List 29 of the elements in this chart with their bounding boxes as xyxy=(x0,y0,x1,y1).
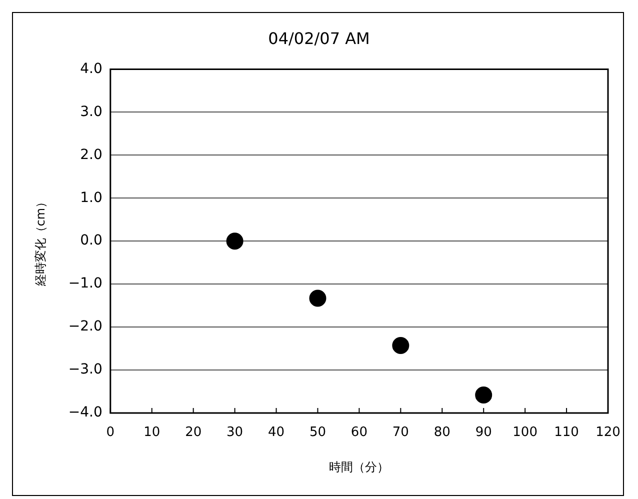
x-tick-label: 120 xyxy=(596,425,620,440)
y-tick-label: 0.0 xyxy=(80,232,102,249)
point xyxy=(226,232,244,250)
x-tick-label: 50 xyxy=(309,425,326,440)
x-tick-label: 40 xyxy=(268,425,285,440)
x-tick-label: 30 xyxy=(226,425,244,440)
point xyxy=(392,337,410,354)
x-tick-label: 110 xyxy=(554,425,579,440)
point xyxy=(475,386,492,404)
y-tick-label: 3.0 xyxy=(80,104,102,120)
x-tick-label: 10 xyxy=(144,425,160,440)
y-tick-label: 2.0 xyxy=(80,146,102,163)
x-tick-label: 20 xyxy=(185,425,202,440)
y-tick-label: 4.0 xyxy=(80,60,102,77)
x-axis-title: 時間（分） xyxy=(329,460,390,474)
x-tick-label: 0 xyxy=(106,425,115,440)
y-tick-label: −3.0 xyxy=(68,362,102,378)
point xyxy=(309,290,326,307)
x-tick-label: 60 xyxy=(350,425,368,440)
y-axis-title: 経時変化（cm） xyxy=(33,196,48,288)
x-tick-label: 90 xyxy=(475,425,492,440)
y-tick-label: −2.0 xyxy=(68,318,102,335)
x-tick-label: 100 xyxy=(512,425,538,440)
x-tick-label: 80 xyxy=(434,425,450,440)
x-tick-label: 70 xyxy=(392,425,409,440)
y-tick-label: 1.0 xyxy=(80,190,102,206)
chart-title: 04/02/07 AM xyxy=(268,28,370,48)
y-tick-label: −1.0 xyxy=(68,276,102,292)
y-tick-label: −4.0 xyxy=(68,404,102,421)
